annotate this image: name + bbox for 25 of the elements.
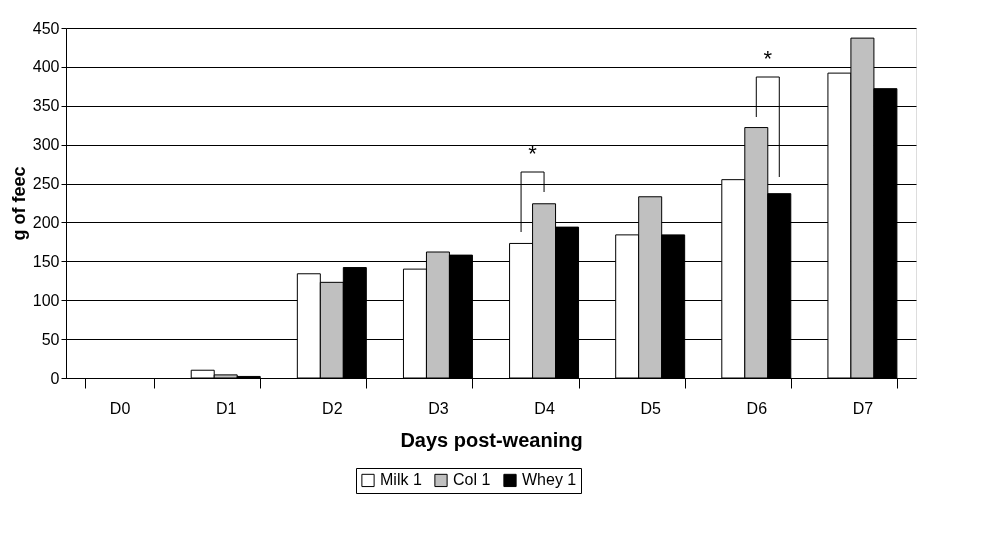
x-tick-label: D1 — [215, 399, 237, 417]
x-tick-label: D0 — [109, 399, 131, 417]
x-tick-label: D2 — [322, 399, 343, 417]
x-tick-label: D3 — [428, 399, 449, 417]
x-tick-label: D4 — [534, 399, 555, 417]
y-tick-label: 250 — [32, 175, 60, 193]
y-axis-title: g of feec — [8, 166, 29, 241]
y-tick-label: 450 — [32, 19, 60, 37]
legend-label: Whey 1 — [522, 471, 577, 489]
annotation: * — [528, 141, 538, 166]
legend-label: Milk 1 — [380, 471, 422, 489]
x-tick-label: D6 — [746, 399, 768, 417]
y-tick-label: 100 — [32, 291, 60, 309]
y-tick-label: 150 — [32, 252, 60, 270]
y-tick-label: 300 — [32, 136, 60, 154]
legend-label: Col 1 — [453, 471, 491, 489]
x-tick-label: D7 — [852, 399, 874, 417]
y-tick-label: 200 — [32, 213, 60, 231]
y-tick-label: 0 — [50, 369, 60, 387]
x-tick-label: D5 — [640, 399, 661, 417]
y-tick-label: 50 — [41, 330, 60, 348]
y-tick-label: 400 — [32, 58, 60, 76]
y-tick-label: 350 — [32, 97, 60, 115]
annotation: * — [763, 46, 773, 71]
x-axis-title: Days post-weaning — [400, 428, 583, 451]
